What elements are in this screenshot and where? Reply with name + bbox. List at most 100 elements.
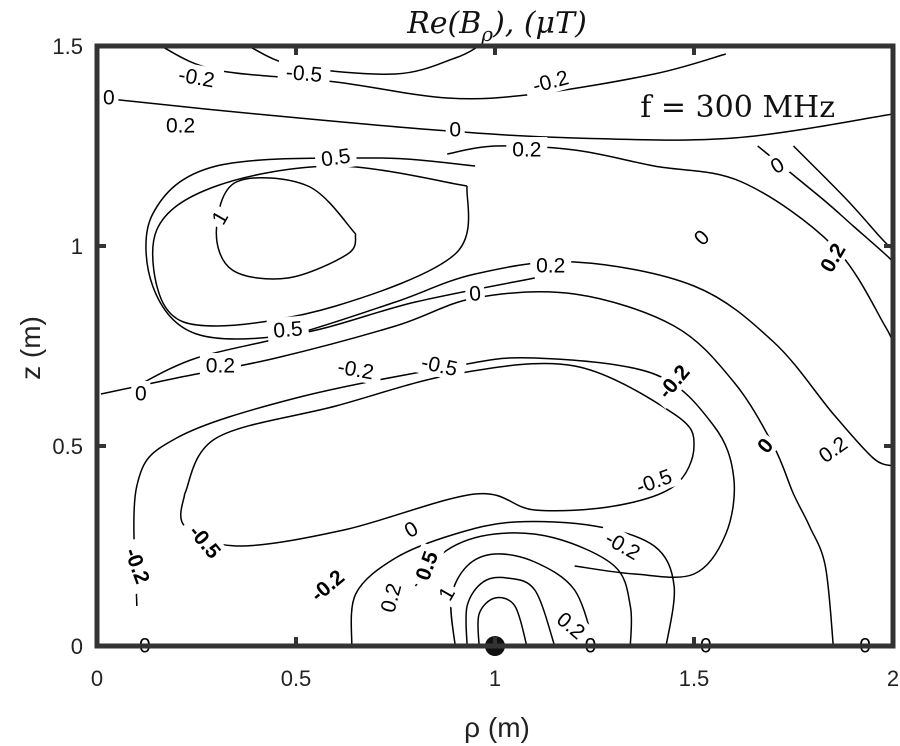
contour-label-bg-16	[131, 381, 151, 405]
axis-ticks	[95, 44, 895, 648]
contour-label-bg-14	[266, 315, 310, 343]
contour-label-bg-27	[408, 542, 445, 590]
contour-label-18: -0.5	[419, 351, 459, 381]
contour-label-group-13: 0	[464, 280, 486, 306]
contour-label-group-8: 1	[204, 203, 235, 232]
contour-label-group-11: 0.2	[811, 233, 854, 282]
y-tick-labels: 0 0.5 1 1.5	[52, 34, 83, 659]
contour-label-group-4: 0	[445, 117, 465, 142]
contour-label-3: 0	[103, 87, 115, 110]
contour-label-group-10: 0	[686, 222, 717, 253]
contour-line-7	[100, 291, 835, 647]
contour-label-bg-15	[199, 353, 241, 377]
contour-label-group-7: 0.5	[313, 142, 358, 172]
x-axis-label: ρ (m)	[464, 712, 530, 743]
contour-line-5	[792, 145, 894, 251]
x-tick-label-4: 2	[887, 666, 899, 691]
contour-label-13: 0	[468, 282, 482, 306]
contour-label-group-15: 0.2	[199, 353, 241, 378]
contour-label-17: -0.2	[336, 356, 376, 385]
contour-line-4	[757, 145, 894, 263]
contour-label-bg-22	[625, 460, 683, 502]
contour-label-bg-18	[411, 347, 468, 383]
contour-label-group-29: 0.2	[373, 574, 408, 621]
contour-label-group-1: -0.5	[277, 58, 332, 88]
contour-label-group-26: 0	[396, 513, 426, 545]
contour-label-group-6: 0.2	[160, 113, 202, 138]
contour-label-bg-26	[396, 513, 426, 545]
contour-label-15: 0.2	[206, 355, 235, 378]
contour-label-bg-23	[179, 513, 232, 569]
contour-line-11	[133, 356, 736, 607]
contour-label-group-0: -0.2	[168, 60, 225, 94]
contour-label-24: -0.2	[120, 545, 154, 587]
contour-label-bg-24	[117, 537, 158, 595]
contour-label-bg-9	[762, 149, 792, 181]
contour-line-13	[350, 520, 676, 647]
contour-label-bg-19	[647, 353, 700, 409]
x-tick-label-1: 0.5	[281, 666, 312, 691]
y-tick-label-0: 0	[71, 634, 83, 659]
contour-label-group-28: 1	[431, 579, 462, 608]
contour-label-14: 0.5	[272, 317, 303, 342]
contour-label-1: -0.5	[285, 61, 323, 87]
contour-label-bg-6	[160, 113, 202, 137]
contour-label-group-23: -0.5	[179, 513, 232, 569]
y-tick-label-2: 1	[71, 234, 83, 259]
contour-label-4: 0	[449, 119, 461, 142]
contour-label-bg-30	[594, 521, 652, 569]
contour-label-bg-4	[445, 117, 465, 141]
contour-label-group-9: 0	[762, 149, 792, 181]
contour-line-1	[160, 45, 727, 100]
contour-line-16	[465, 576, 556, 647]
contour-label-5: 0.2	[512, 139, 541, 162]
contour-line-8	[145, 157, 535, 340]
contour-label-6: 0.2	[166, 115, 195, 138]
contour-label-group-24: -0.2	[117, 537, 158, 595]
contour-label-group-20: 0	[749, 430, 781, 461]
x-tick-label-0: 0	[91, 666, 103, 691]
contour-label-bg-10	[686, 222, 717, 253]
contour-label-12: 0.2	[536, 255, 565, 278]
contour-label-bg-25	[299, 559, 355, 612]
contour-label-2: -0.2	[530, 66, 571, 98]
plot-area: -0.2 -0.5 -0.2 0 0 0.2 0.2 0.5 1 0 0 0.2 0.2 0 0.5 0.2 0…	[94, 43, 896, 658]
contour-label-group-14: 0.5	[266, 315, 310, 343]
contour-label-group-12: 0.2	[530, 253, 572, 278]
contour-line-9	[151, 165, 470, 327]
contour-label-group-17: -0.2	[328, 352, 384, 386]
frequency-annotation: f = 300 MHz	[640, 90, 835, 125]
contour-label-bg-5	[506, 137, 548, 161]
chart-title: Re(Bρ), (μT)	[406, 6, 587, 46]
contour-label-group-19: -0.2	[647, 353, 700, 409]
contour-label-bg-8	[204, 203, 235, 232]
contour-line-10	[215, 177, 357, 280]
contour-label-bg-2	[522, 62, 579, 100]
contour-label-bg-17	[328, 352, 384, 386]
contour-lines	[100, 45, 894, 647]
contour-label-bg-12	[530, 253, 572, 277]
contour-label-bg-7	[313, 142, 358, 172]
contour-label-group-5: 0.2	[506, 137, 548, 162]
contour-label-bg-28	[431, 579, 462, 608]
x-tick-label-3: 1.5	[679, 666, 710, 691]
contour-label-group-18: -0.5	[411, 347, 468, 383]
contour-label-0: -0.2	[177, 64, 217, 93]
y-tick-label-1: 0.5	[52, 434, 83, 459]
contour-line-12	[180, 362, 695, 547]
contour-line-17	[477, 596, 528, 647]
contour-label-group-3: 0	[99, 85, 119, 110]
contour-labels: -0.2 -0.5 -0.2 0 0 0.2 0.2 0.5 1 0 0 0.2 0.2 0 0.5 0.2 0…	[99, 58, 875, 658]
contour-line-14	[414, 532, 633, 647]
contour-label-group-25: -0.2	[299, 559, 355, 612]
contour-label-group-30: -0.2	[594, 521, 652, 569]
y-axis-label: z (m)	[15, 316, 46, 380]
contour-label-group-21: 0.2	[809, 427, 857, 471]
contour-label-29: 0.2	[377, 581, 407, 615]
contour-label-bg-3	[99, 85, 119, 109]
contour-label-bg-29	[373, 574, 408, 621]
contour-label-group-2: -0.2	[522, 62, 579, 100]
contour-label-bg-1	[277, 58, 332, 88]
contour-label-bg-0	[168, 60, 225, 94]
